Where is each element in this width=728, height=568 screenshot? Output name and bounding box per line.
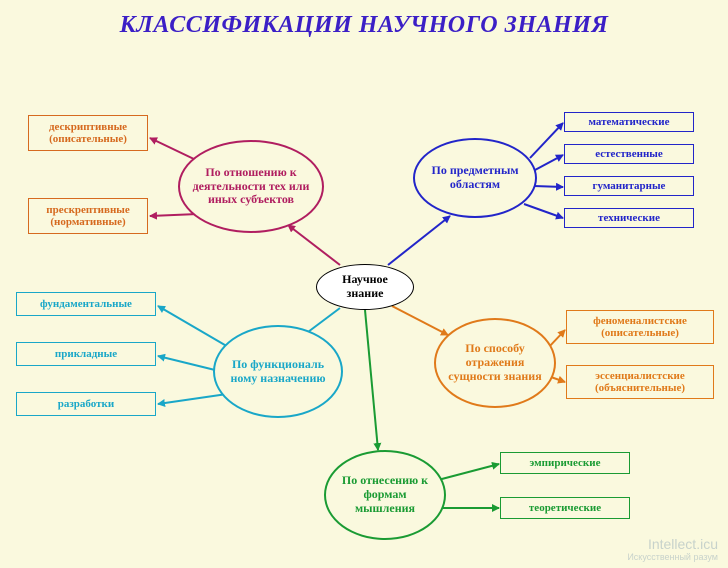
leaf-thinking-0: эмпирические <box>500 452 630 474</box>
leaf-thinking-1: теоретические <box>500 497 630 519</box>
leaf-activity-1: прескрептивные (нормативные) <box>28 198 148 234</box>
center-node: Научное знание <box>316 264 414 310</box>
branch-functional: По функциональ ному назначению <box>213 325 343 418</box>
watermark-top: Intellect.icu <box>627 536 718 552</box>
leaf-reflection-0: феноменалистские (описательные) <box>566 310 714 344</box>
diagram-canvas: КЛАССИФИКАЦИИ НАУЧНОГО ЗНАНИЯ Intellect.… <box>0 0 728 568</box>
branch-reflection: По способу отражения сущности знания <box>434 318 556 408</box>
leaf-reflection-1: эссенциалистские (объяснительные) <box>566 365 714 399</box>
leaf-subject-3: технические <box>564 208 694 228</box>
watermark: Intellect.icu Искусственный разум <box>627 536 718 562</box>
branch-thinking: По отнесению к формам мышления <box>324 450 446 540</box>
leaf-subject-1: естественные <box>564 144 694 164</box>
leaf-functional-1: прикладные <box>16 342 156 366</box>
branch-activity: По отношению к деятельности тех или иных… <box>178 140 324 233</box>
leaf-activity-0: дескриптивные (описательные) <box>28 115 148 151</box>
leaf-functional-2: разработки <box>16 392 156 416</box>
watermark-bottom: Искусственный разум <box>627 552 718 562</box>
branch-subject: По предметным областям <box>413 138 537 218</box>
leaf-functional-0: фундаментальные <box>16 292 156 316</box>
leaf-subject-0: математические <box>564 112 694 132</box>
leaf-subject-2: гуманитарные <box>564 176 694 196</box>
